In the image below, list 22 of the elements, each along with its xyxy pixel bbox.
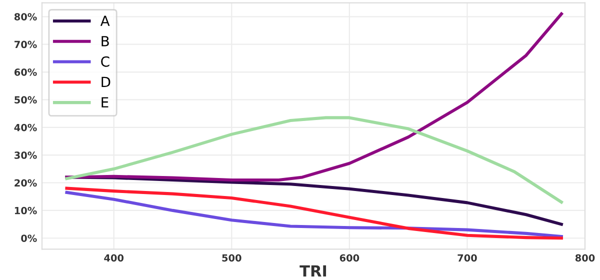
line-series xyxy=(65,12,563,182)
x-tick-label: 400 xyxy=(104,254,124,262)
legend-label: A xyxy=(100,16,110,26)
legend-label: B xyxy=(102,36,109,46)
legend-label: E xyxy=(102,97,108,108)
x-tick-label: 500 xyxy=(222,254,242,262)
legend-label: C xyxy=(101,56,110,67)
y-tick-label: 60% xyxy=(14,68,37,76)
x-tick-label: 600 xyxy=(340,254,360,262)
line-series xyxy=(65,116,563,204)
legend-label: D xyxy=(102,76,110,88)
y-tick-label: 10% xyxy=(14,206,37,214)
y-tick-label: 30% xyxy=(14,152,37,159)
x-tick-label: 700 xyxy=(458,254,477,262)
y-tick-label: 80% xyxy=(14,13,37,20)
y-tick-label: 50% xyxy=(14,96,37,104)
y-tick-label: 70% xyxy=(14,40,37,48)
y-tick-label: 0% xyxy=(21,234,37,242)
x-tick-label: 800 xyxy=(575,254,595,262)
y-tick-label: 20% xyxy=(14,179,37,187)
y-tick-label: 40% xyxy=(14,124,37,132)
x-axis-title: TRI xyxy=(300,265,326,276)
